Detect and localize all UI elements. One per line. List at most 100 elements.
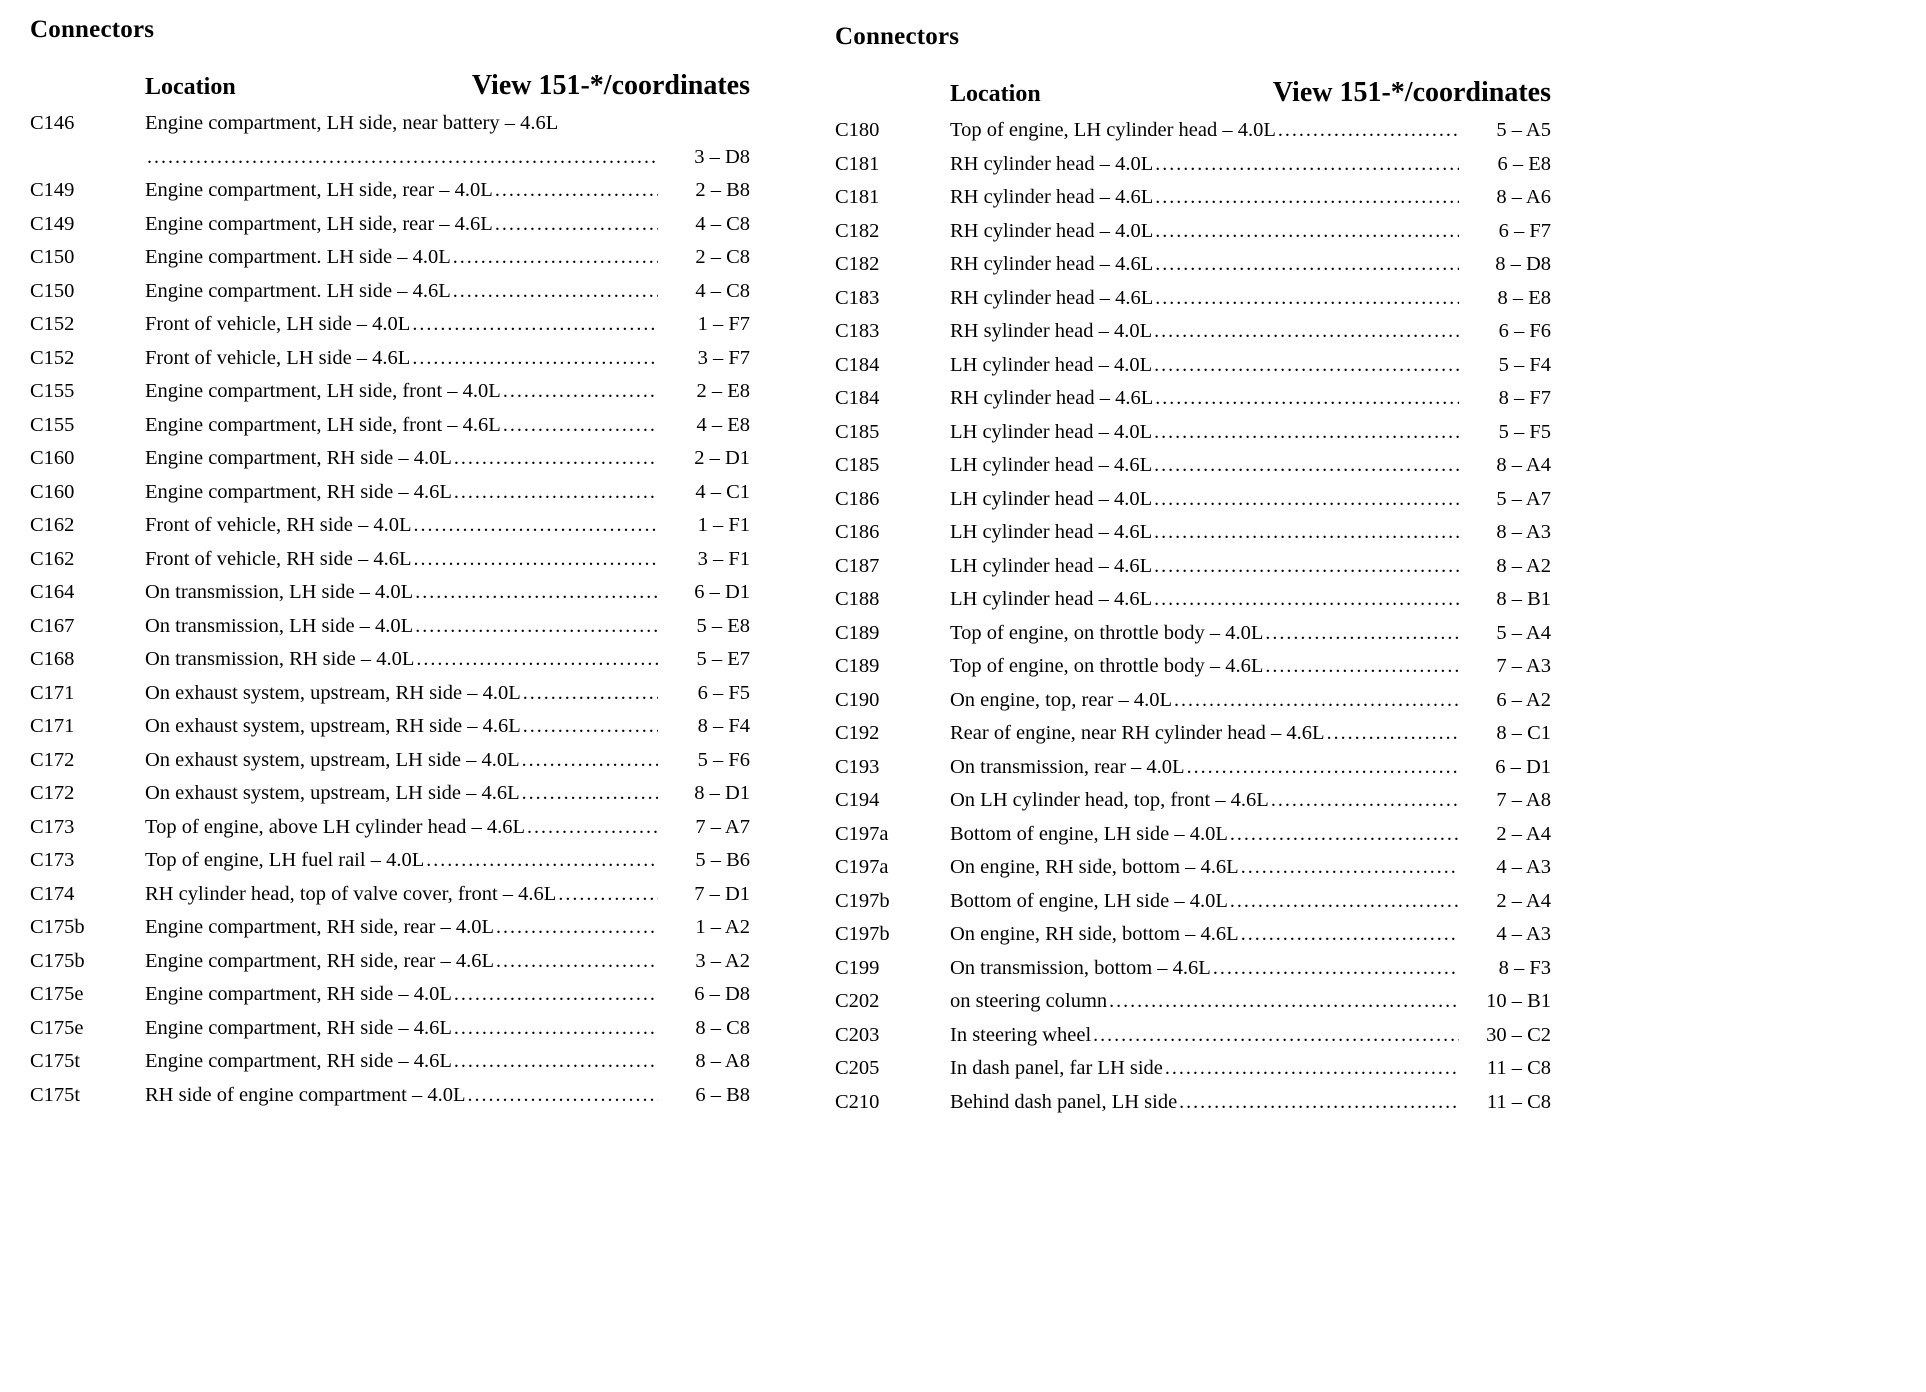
connector-code: C160 (30, 447, 75, 469)
connector-code: C155 (30, 380, 75, 402)
connector-location: On exhaust system, upstream, LH side – 4… (145, 782, 658, 805)
connector-location: Front of vehicle, LH side – 4.0L (145, 313, 658, 336)
connector-location-text: On transmission, LH side – 4.0L (145, 581, 414, 603)
connector-location-text: RH cylinder head, top of valve cover, fr… (145, 882, 557, 905)
dot-leader (1263, 622, 1459, 645)
dot-leader (1152, 521, 1459, 544)
connector-coordinates: 4 – A3 (1496, 923, 1551, 945)
connector-coordinates: 6 – A2 (1496, 688, 1551, 711)
connector-location-text: LH cylinder head – 4.6L (950, 454, 1153, 476)
table-row: C183 RH cylinder head – 4.6L 8 – E8 (835, 287, 1551, 321)
connector-location: On exhaust system, upstream, RH side – 4… (145, 682, 658, 705)
connector-code: C189 (835, 655, 880, 677)
connector-location-text: LH cylinder head – 4.0L (950, 420, 1153, 443)
connector-code: C187 (835, 554, 880, 577)
table-row: C187 LH cylinder head – 4.6L 8 – A2 (835, 555, 1551, 589)
table-row: C162 Front of vehicle, RH side – 4.0L 1 – … (30, 514, 750, 548)
table-row: C183 RH sylinder head – 4.0L 6 – F6 (835, 320, 1551, 354)
dot-leader (501, 414, 658, 437)
connector-location-text: Top of engine, above LH cylinder head – … (145, 815, 525, 838)
connector-coordinates: 5 – A5 (1496, 119, 1551, 141)
connector-location: LH cylinder head – 4.6L (950, 555, 1459, 578)
table-row: C188 LH cylinder head – 4.6L 8 – B1 (835, 588, 1551, 622)
connector-location-text: On engine, top, rear – 4.0L (950, 688, 1173, 711)
connector-coordinates: 6 – D1 (1495, 755, 1551, 778)
dot-leader (1107, 990, 1459, 1013)
connector-coordinates: 5 – E7 (696, 648, 750, 670)
dot-leader (411, 548, 658, 571)
connector-location: Engine compartment, LH side, near batter… (145, 112, 750, 135)
table-header: Location View 151-*/coordinates (30, 70, 750, 102)
connector-location: On transmission, RH side – 4.0L (145, 648, 658, 671)
connector-code: C175e (30, 1016, 84, 1039)
connector-location-text: LH cylinder head – 4.6L (950, 554, 1153, 577)
connector-coordinates: 6 – F7 (1498, 219, 1551, 242)
connector-location-text: Engine compartment, LH side, near batter… (145, 112, 559, 134)
connector-location-text: RH cylinder head – 4.6L (950, 387, 1154, 409)
connector-coordinates: 8 – D8 (1495, 253, 1551, 275)
connector-code: C184 (835, 353, 880, 376)
connector-coordinates: 5 – A7 (1496, 487, 1551, 510)
connector-coordinates: 2 – C8 (695, 246, 750, 268)
dot-leader (1152, 555, 1459, 578)
section-title: Connectors (835, 23, 960, 50)
section-title: Connectors (30, 16, 155, 43)
connector-location: Engine compartment, LH side, front – 4.0… (145, 380, 658, 403)
connector-location: On exhaust system, upstream, RH side – 4… (145, 715, 658, 738)
column-header-location: Location (950, 81, 1041, 107)
dot-leader (1211, 957, 1459, 980)
connector-location: Front of vehicle, RH side – 4.6L (145, 548, 658, 571)
connector-location-text: LH cylinder head – 4.0L (950, 487, 1153, 510)
connector-location: Engine compartment. LH side – 4.0L (145, 246, 658, 269)
connector-location: Top of engine, LH cylinder head – 4.0L (950, 119, 1459, 142)
dot-leader (520, 749, 658, 772)
connector-location-text: RH side of engine compartment – 4.0L (145, 1083, 466, 1106)
table-row: C175t Engine compartment, RH side – 4.6L 8… (30, 1050, 750, 1084)
dot-leader (452, 481, 658, 504)
connector-code: C171 (30, 715, 75, 737)
dot-leader (1163, 1057, 1459, 1080)
connector-code: C160 (30, 480, 75, 503)
connector-code: C175b (30, 949, 85, 972)
connector-coordinates: 7 – A3 (1496, 655, 1551, 677)
connector-location-text: On engine, RH side, bottom – 4.6L (950, 923, 1239, 945)
dot-leader (145, 146, 658, 169)
connector-coordinates: 8 – A8 (695, 1050, 750, 1072)
dot-leader (521, 715, 658, 738)
table-row: C149 Engine compartment, LH side, rear – … (30, 179, 750, 213)
connector-code: C173 (30, 849, 75, 871)
connector-coordinates: 5 – F4 (1498, 353, 1551, 376)
connector-code: C190 (835, 688, 880, 711)
connector-location: LH cylinder head – 4.6L (950, 588, 1459, 611)
connector-coordinates: 8 – C8 (695, 1016, 750, 1039)
dot-leader (413, 615, 658, 638)
manual-page: Connectors Location View 151-*/coordinat… (0, 0, 1926, 1124)
connector-code: C210 (835, 1090, 880, 1113)
connector-coordinates: 11 – C8 (1486, 1057, 1551, 1079)
connector-table-left: C146 Engine compartment, LH side, near ba… (30, 112, 750, 1117)
table-row: C199 On transmission, bottom – 4.6L 8 – F3 (835, 957, 1551, 991)
table-row: C175e Engine compartment, RH side – 4.6L 8… (30, 1017, 750, 1051)
dot-leader (1228, 823, 1459, 846)
table-row: C190 On engine, top, rear – 4.0L 6 – A2 (835, 689, 1551, 723)
connector-location: RH cylinder head, top of valve cover, fr… (145, 883, 658, 906)
connector-code: C182 (835, 219, 880, 242)
table-row: C155 Engine compartment, LH side, front –… (30, 380, 750, 414)
connector-coordinates: 11 – C8 (1486, 1090, 1551, 1113)
connector-coordinates: 6 – F5 (697, 681, 750, 704)
table-row: C186 LH cylinder head – 4.0L 5 – A7 (835, 488, 1551, 522)
table-row: C146 Engine compartment, LH side, near ba… (30, 112, 750, 146)
table-row: C149 Engine compartment, LH side, rear – … (30, 213, 750, 247)
dot-leader (1153, 220, 1459, 243)
connector-location: RH cylinder head – 4.6L (950, 387, 1459, 410)
connector-location-text: In steering wheel (950, 1023, 1092, 1046)
connector-location: LH cylinder head – 4.0L (950, 354, 1459, 377)
connector-coordinates: 4 – C1 (695, 480, 750, 503)
table-row: C202 on steering column 10 – B1 (835, 990, 1551, 1024)
connector-code: C194 (835, 789, 880, 811)
connector-location: Bottom of engine, LH side – 4.0L (950, 823, 1459, 846)
connector-location-text: LH cylinder head – 4.0L (950, 353, 1153, 376)
column-header-coordinates: View 151-*/coordinates (1272, 77, 1551, 108)
dot-leader (413, 581, 658, 604)
connector-coordinates: 3 – A2 (695, 949, 750, 972)
